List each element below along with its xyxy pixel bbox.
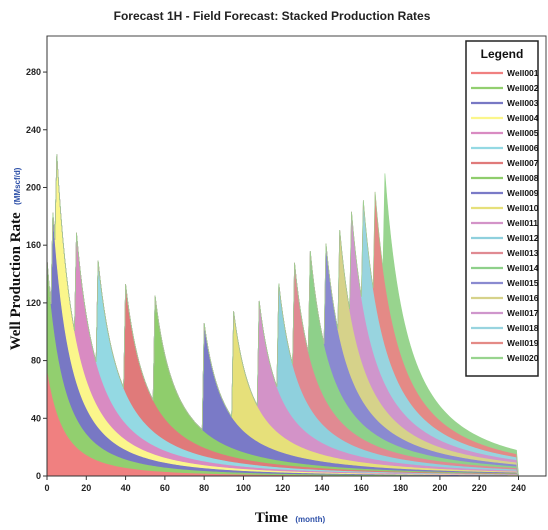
legend-item: Well012 xyxy=(471,233,539,243)
legend-item: Well003 xyxy=(471,98,539,108)
x-tick-label: 80 xyxy=(199,483,209,493)
y-axis-unit: (MMscf/d) xyxy=(13,167,22,205)
x-tick-label: 240 xyxy=(511,483,526,493)
legend-item: Well017 xyxy=(471,308,539,318)
x-axis-title: Time (month) xyxy=(255,509,326,526)
y-tick-label: 40 xyxy=(31,413,41,423)
legend-item: Well018 xyxy=(471,323,539,333)
x-tick-label: 180 xyxy=(393,483,408,493)
y-axis-label: Well Production Rate xyxy=(8,212,24,350)
legend-item: Well010 xyxy=(471,203,539,213)
legend-item: Well020 xyxy=(471,353,539,363)
legend-label: Well003 xyxy=(507,98,539,108)
legend-label: Well015 xyxy=(507,278,539,288)
legend-label: Well014 xyxy=(507,263,539,273)
y-tick-labels: 0 40 80 120 160 200 240 280 xyxy=(26,67,47,481)
y-tick-label: 200 xyxy=(26,182,41,192)
legend-item: Well011 xyxy=(471,218,538,228)
legend-label: Well009 xyxy=(507,188,539,198)
x-tick-label: 100 xyxy=(236,483,251,493)
legend-title: Legend xyxy=(481,47,524,61)
legend-item: Well009 xyxy=(471,188,539,198)
legend-item: Well002 xyxy=(471,83,539,93)
legend-item: Well013 xyxy=(471,248,539,258)
x-tick-label: 0 xyxy=(44,483,49,493)
legend-label: Well017 xyxy=(507,308,539,318)
legend-item: Well004 xyxy=(471,113,539,123)
legend-item: Well016 xyxy=(471,293,539,303)
y-tick-label: 0 xyxy=(36,471,41,481)
y-tick-label: 240 xyxy=(26,125,41,135)
legend-label: Well002 xyxy=(507,83,539,93)
legend-label: Well010 xyxy=(507,203,539,213)
legend-label: Well005 xyxy=(507,128,539,138)
legend-label: Well004 xyxy=(507,113,539,123)
legend-label: Well008 xyxy=(507,173,539,183)
y-tick-label: 160 xyxy=(26,240,41,250)
legend-item: Well005 xyxy=(471,128,539,138)
axes xyxy=(46,36,546,477)
x-tick-label: 20 xyxy=(81,483,91,493)
legend-item: Well014 xyxy=(471,263,539,273)
x-tick-label: 60 xyxy=(160,483,170,493)
x-tick-label: 220 xyxy=(472,483,487,493)
x-tick-label: 120 xyxy=(275,483,290,493)
legend-label: Well018 xyxy=(507,323,539,333)
legend-label: Well019 xyxy=(507,338,539,348)
x-tick-labels: 0 20 40 60 80 100 120 140 160 180 200 220 240 xyxy=(44,476,526,493)
x-axis-unit: (month) xyxy=(295,515,325,524)
x-tick-label: 200 xyxy=(432,483,447,493)
legend-item: Well019 xyxy=(471,338,539,348)
chart-title: Forecast 1H - Field Forecast: Stacked Pr… xyxy=(114,9,431,23)
legend-label: Well020 xyxy=(507,353,539,363)
y-tick-label: 120 xyxy=(26,298,41,308)
x-tick-label: 40 xyxy=(121,483,131,493)
y-axis-title: Well Production Rate (MMscf/d) xyxy=(7,167,24,350)
x-tick-label: 140 xyxy=(315,483,330,493)
x-axis-label: Time xyxy=(255,510,288,526)
series-areas xyxy=(46,154,519,477)
legend-label: Well007 xyxy=(507,158,539,168)
legend-item: Well007 xyxy=(471,158,539,168)
legend-label: Well006 xyxy=(507,143,539,153)
legend-items: Well001 Well002 Well003 Well004 Well005 Well0… xyxy=(471,68,539,363)
x-tick-label: 160 xyxy=(354,483,369,493)
legend-label: Well011 xyxy=(507,218,538,228)
y-tick-label: 80 xyxy=(31,356,41,366)
legend-item: Well001 xyxy=(471,68,539,78)
legend-label: Well012 xyxy=(507,233,539,243)
legend-label: Well013 xyxy=(507,248,539,258)
legend: Legend Well001Well002Well003Well004Well0… xyxy=(465,40,539,377)
legend-item: Well008 xyxy=(471,173,539,183)
legend-label: Well016 xyxy=(507,293,539,303)
y-tick-label: 280 xyxy=(26,67,41,77)
legend-label: Well001 xyxy=(507,68,539,78)
legend-item: Well006 xyxy=(471,143,539,153)
legend-item: Well015 xyxy=(471,278,539,288)
